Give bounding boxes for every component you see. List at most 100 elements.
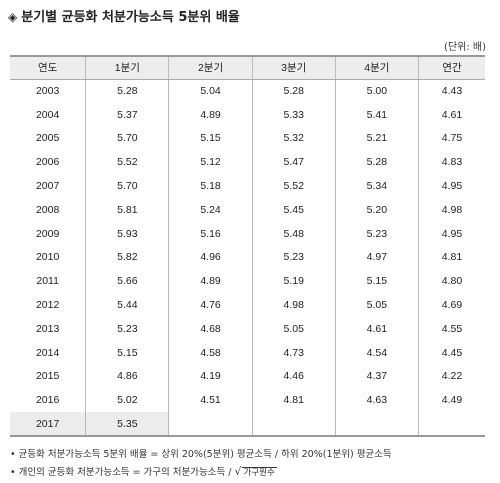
year-cell: 2003 <box>35 85 60 98</box>
value-cell: 4.81 <box>251 388 336 413</box>
year-cell: 2012 <box>35 299 60 312</box>
value-cell: 4.98 <box>251 293 336 317</box>
value-cell: 5.28 <box>334 150 419 175</box>
value-cell <box>251 412 336 437</box>
square-root-icon: √ <box>234 465 242 478</box>
value-cell: 4.68 <box>168 316 253 341</box>
header-year: 연도 <box>10 55 86 80</box>
value-cell: 4.97 <box>334 245 419 270</box>
value-cell: 4.22 <box>417 364 485 389</box>
value-cell: 4.80 <box>417 269 485 294</box>
value-cell: 4.75 <box>417 126 485 151</box>
value-cell: 5.02 <box>85 388 169 413</box>
value-cell: 5.45 <box>251 197 336 222</box>
table-row: 2005 5.70 5.15 5.32 5.21 4.75 <box>10 126 485 151</box>
value-cell: 4.95 <box>417 221 485 246</box>
year-cell: 2009 <box>35 227 60 240</box>
value-cell: 4.43 <box>417 79 485 103</box>
year-cell: 2015 <box>35 370 60 383</box>
value-cell: 5.32 <box>251 126 336 151</box>
value-cell: 4.61 <box>417 102 485 127</box>
header-q1: 1분기 <box>85 55 169 80</box>
table-row: 2010 5.82 4.96 5.23 4.97 4.81 <box>10 245 485 270</box>
table-body: 2003 5.28 5.04 5.28 5.00 4.43 2004 5.37 4.89 5.33… <box>10 79 485 437</box>
table-row: 2014 5.15 4.58 4.73 4.54 4.45 <box>10 340 485 365</box>
value-cell: 5.37 <box>85 102 169 127</box>
value-cell: 5.47 <box>251 150 336 175</box>
table-row: 2009 5.93 5.16 5.48 5.23 4.95 <box>10 221 485 246</box>
value-cell <box>334 412 419 437</box>
value-cell: 5.05 <box>334 293 419 317</box>
value-cell: 5.70 <box>85 174 169 198</box>
value-cell: 5.18 <box>168 174 253 198</box>
header-q3: 3분기 <box>251 55 336 80</box>
value-cell: 4.86 <box>85 364 169 389</box>
value-cell: 4.81 <box>417 245 485 270</box>
value-cell: 4.55 <box>417 316 485 341</box>
table-row: 2007 5.70 5.18 5.52 5.34 4.95 <box>10 174 485 198</box>
value-cell: 5.04 <box>168 79 253 103</box>
year-cell: 2013 <box>35 322 60 335</box>
value-cell: 4.73 <box>251 340 336 365</box>
title-text: 분기별 균등화 처분가능소득 5분위 배율 <box>21 10 240 25</box>
value-cell: 5.33 <box>251 102 336 127</box>
year-cell: 2005 <box>35 132 60 145</box>
year-cell: 2011 <box>36 275 59 288</box>
value-cell: 5.52 <box>251 174 336 198</box>
ratio-table: 연도 1분기 2분기 3분기 4분기 연간 2003 5.28 5.04 5.28 5.… <box>10 55 485 437</box>
value-cell: 5.34 <box>334 174 419 198</box>
value-cell: 5.15 <box>85 340 169 365</box>
value-cell: 5.41 <box>334 102 419 127</box>
value-cell: 5.15 <box>168 126 253 151</box>
value-cell: 4.83 <box>417 150 485 175</box>
value-cell: 5.24 <box>168 197 253 222</box>
year-cell: 2004 <box>35 108 60 121</box>
page-title: ◈ 분기별 균등화 처분가능소득 5분위 배율 <box>8 6 240 25</box>
year-cell: 2016 <box>35 394 60 407</box>
table-row: 2013 5.23 4.68 5.05 4.61 4.55 <box>10 316 485 341</box>
value-cell: 4.19 <box>168 364 253 389</box>
footnote-equivalized-income: • 개인의 균등화 처분가능소득 = 가구의 처분가능소득 / √ 가구원수 <box>10 463 392 482</box>
unit-label: (단위: 배) <box>444 42 486 53</box>
value-cell: 5.28 <box>85 79 169 103</box>
value-cell: 5.35 <box>85 412 169 437</box>
footnote-ratio-definition: • 균등화 처분가능소득 5분위 배율 = 상위 20%(5분위) 평균소득 /… <box>10 449 392 460</box>
value-cell: 5.05 <box>251 316 336 341</box>
value-cell: 5.66 <box>85 269 169 294</box>
value-cell: 5.52 <box>85 150 169 175</box>
value-cell: 5.16 <box>168 221 253 246</box>
table-row: 2017 5.35 <box>10 412 485 437</box>
value-cell: 5.23 <box>334 221 419 246</box>
year-cell: 2017 <box>10 412 86 437</box>
value-cell: 5.12 <box>168 150 253 175</box>
year-cell: 2008 <box>35 203 60 216</box>
value-cell: 5.21 <box>334 126 419 151</box>
value-cell: 4.61 <box>334 316 419 341</box>
value-cell: 5.48 <box>251 221 336 246</box>
table-row: 2006 5.52 5.12 5.47 5.28 4.83 <box>10 150 485 175</box>
value-cell: 4.46 <box>251 364 336 389</box>
header-q2: 2분기 <box>168 55 253 80</box>
table-row: 2008 5.81 5.24 5.45 5.20 4.98 <box>10 197 485 222</box>
value-cell: 4.49 <box>417 388 485 413</box>
header-annual: 연간 <box>417 55 485 80</box>
table-row: 2015 4.86 4.19 4.46 4.37 4.22 <box>10 364 485 389</box>
table-row: 2011 5.66 4.89 5.19 5.15 4.80 <box>10 269 485 294</box>
value-cell: 5.19 <box>251 269 336 294</box>
year-cell: 2007 <box>35 180 60 193</box>
value-cell: 5.15 <box>334 269 419 294</box>
footnotes: • 균등화 처분가능소득 5분위 배율 = 상위 20%(5분위) 평균소득 /… <box>10 446 392 482</box>
value-cell: 4.95 <box>417 174 485 198</box>
value-cell: 5.00 <box>334 79 419 103</box>
value-cell: 5.93 <box>85 221 169 246</box>
value-cell: 4.63 <box>334 388 419 413</box>
year-cell: 2014 <box>35 346 60 359</box>
footnote-radicand: 가구원수 <box>241 467 277 478</box>
value-cell: 4.89 <box>168 102 253 127</box>
value-cell: 5.82 <box>85 245 169 270</box>
value-cell: 5.23 <box>251 245 336 270</box>
table-row: 2003 5.28 5.04 5.28 5.00 4.43 <box>10 79 485 103</box>
value-cell <box>168 412 253 437</box>
value-cell: 4.98 <box>417 197 485 222</box>
